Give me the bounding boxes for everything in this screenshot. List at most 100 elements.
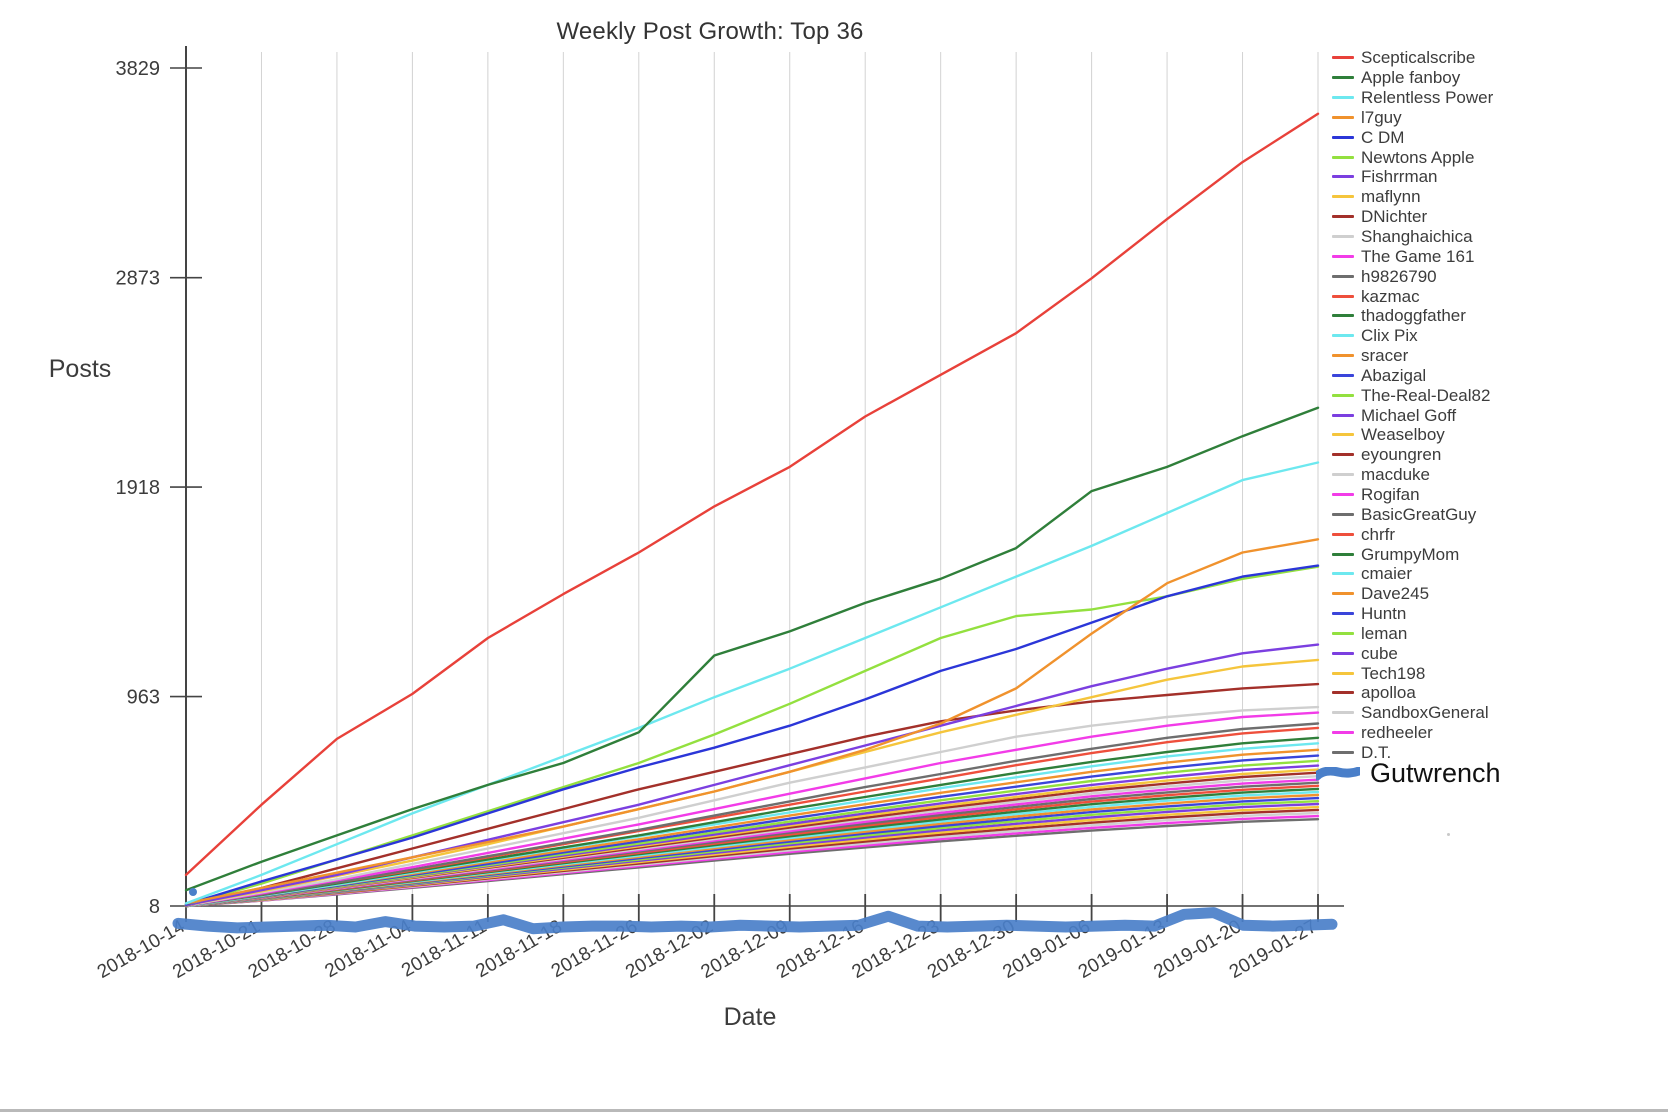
legend-item[interactable]: The Game 161 [1332,246,1662,266]
legend-color-swatch-icon [1332,512,1354,516]
legend-item-label: macduke [1361,465,1430,485]
plot-area: 8 963 1918 2873 3829 2018-10-14 2018-10-21 2018… [94,46,1344,983]
legend-color-swatch-icon [1332,274,1354,278]
legend-color-swatch-icon [1332,373,1354,377]
legend-item[interactable]: maflynn [1332,187,1662,207]
legend-color-swatch-icon [1332,433,1354,437]
legend-item[interactable]: Shanghaichica [1332,227,1662,247]
legend-item[interactable]: h9826790 [1332,266,1662,286]
legend-item[interactable]: eyoungren [1332,445,1662,465]
legend-item-label: kazmac [1361,286,1420,306]
y-axis-tick-label: 2873 [116,268,161,290]
legend-color-swatch-icon [1332,473,1354,477]
legend-color-swatch-icon [1332,532,1354,536]
legend-color-swatch-icon [1332,393,1354,397]
legend-item-label: l7guy [1361,107,1402,127]
legend-item[interactable]: C DM [1332,127,1662,147]
legend-item[interactable]: Huntn [1332,604,1662,624]
legend-item[interactable]: Weaselboy [1332,425,1662,445]
legend-item[interactable]: The-Real-Deal82 [1332,385,1662,405]
legend-item[interactable]: Scepticalscribe [1332,48,1662,68]
legend-color-swatch-icon [1332,115,1354,119]
legend-item[interactable]: thadoggfather [1332,306,1662,326]
legend-item[interactable]: Michael Goff [1332,405,1662,425]
legend-item[interactable]: cmaier [1332,564,1662,584]
legend-item[interactable]: Relentless Power [1332,88,1662,108]
legend-item-label: sracer [1361,346,1409,366]
legend-item[interactable]: cube [1332,643,1662,663]
legend-color-swatch-icon [1332,235,1354,239]
legend-item-label: maflynn [1361,187,1421,207]
series-line [184,538,1320,905]
legend-color-swatch-icon [1332,135,1354,139]
legend-item[interactable]: chrfr [1332,524,1662,544]
legend-item[interactable]: macduke [1332,465,1662,485]
legend-item-label: Huntn [1361,604,1407,624]
legend-color-swatch-icon [1332,671,1354,675]
legend-item[interactable]: redheeler [1332,723,1662,743]
legend-item-label: apolloa [1361,683,1416,703]
series-line [184,711,1320,907]
legend-item[interactable]: Clix Pix [1332,326,1662,346]
legend-item-label: D.T. [1361,742,1392,762]
legend-item[interactable]: Apple fanboy [1332,68,1662,88]
series-line [184,682,1320,907]
annotation-legend-gutwrench: Gutwrench [1316,758,1501,789]
legend-item-label: Newtons Apple [1361,147,1475,167]
series-line [184,406,1320,892]
legend-item[interactable]: sracer [1332,346,1662,366]
legend-item[interactable]: Rogifan [1332,485,1662,505]
gutwrench-origin-dot [189,888,197,896]
legend-color-swatch-icon [1332,631,1354,635]
legend-item[interactable]: Dave245 [1332,584,1662,604]
legend-color-swatch-icon [1332,413,1354,417]
legend-color-swatch-icon [1332,155,1354,159]
legend-item[interactable]: apolloa [1332,683,1662,703]
legend-color-swatch-icon [1332,453,1354,457]
legend-item[interactable]: kazmac [1332,286,1662,306]
legend-color-swatch-icon [1332,195,1354,199]
legend-item-label: SandboxGeneral [1361,703,1489,723]
legend-color-swatch-icon [1332,294,1354,298]
legend-item-label: cube [1361,643,1398,663]
legend-color-swatch-icon [1332,76,1354,80]
legend-item-label: leman [1361,623,1408,643]
legend-item[interactable]: GrumpyMom [1332,544,1662,564]
legend-color-swatch-icon [1332,56,1354,60]
legend-item-label: redheeler [1361,723,1433,743]
series-line [184,722,1320,907]
x-axis-title: Date [723,1003,777,1031]
legend-item-label: Abazigal [1361,365,1427,385]
legend-item[interactable]: D.T. [1332,743,1662,763]
legend-item-label: GrumpyMom [1361,544,1460,564]
legend-item-label: chrfr [1361,524,1395,544]
legend-item[interactable]: DNichter [1332,207,1662,227]
legend-item-label: Scepticalscribe [1361,48,1476,68]
legend-color-swatch-icon [1332,215,1354,219]
legend-item-label: Tech198 [1361,663,1426,683]
legend-item-label: Clix Pix [1361,326,1418,346]
legend-item-label: h9826790 [1361,266,1437,286]
chart-legend: Scepticalscribe Apple fanboy Relentless Po… [1332,48,1662,762]
legend-item-label: Dave245 [1361,584,1430,604]
line-chart-svg: 89631918287338292018-10-142018-10-212018… [94,46,1344,983]
legend-item[interactable]: Tech198 [1332,663,1662,683]
legend-item[interactable]: Newtons Apple [1332,147,1662,167]
legend-item[interactable]: l7guy [1332,108,1662,128]
legend-item[interactable]: Fishrrman [1332,167,1662,187]
legend-item[interactable]: SandboxGeneral [1332,703,1662,723]
gutwrench-swatch-icon [1316,766,1360,780]
legend-color-swatch-icon [1332,354,1354,358]
legend-item[interactable]: BasicGreatGuy [1332,504,1662,524]
legend-item-label: cmaier [1361,564,1413,584]
legend-color-swatch-icon [1332,691,1354,695]
y-axis-tick-label: 1918 [116,477,161,499]
legend-color-swatch-icon [1332,492,1354,496]
y-axis-tick-label: 3829 [116,58,161,80]
legend-item[interactable]: Abazigal [1332,366,1662,386]
legend-item-label: Shanghaichica [1361,227,1473,247]
legend-item[interactable]: leman [1332,623,1662,643]
legend-color-swatch-icon [1332,96,1354,100]
legend-item-label: C DM [1361,127,1405,147]
legend-color-swatch-icon [1332,314,1354,318]
